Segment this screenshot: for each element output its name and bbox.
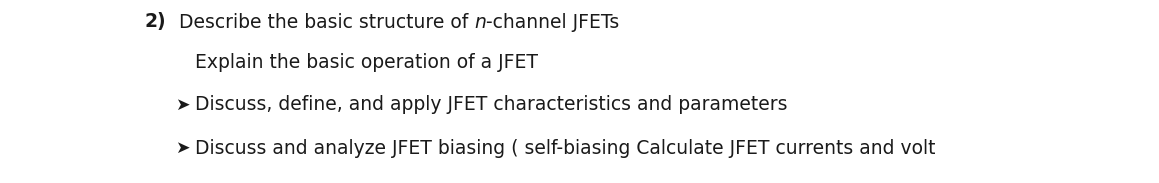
Text: n: n: [474, 12, 486, 31]
Text: ➤: ➤: [175, 96, 190, 114]
Text: -channel JFETs: -channel JFETs: [486, 12, 619, 31]
Text: Discuss, define, and apply JFET characteristics and parameters: Discuss, define, and apply JFET characte…: [195, 96, 787, 115]
Text: Describe the basic structure of: Describe the basic structure of: [167, 12, 474, 31]
Text: ➤: ➤: [175, 139, 190, 157]
Text: 2): 2): [145, 12, 167, 31]
Text: Discuss and analyze JFET biasing ( self-biasing Calculate JFET currents and volt: Discuss and analyze JFET biasing ( self-…: [195, 139, 935, 158]
Text: Explain the basic operation of a JFET: Explain the basic operation of a JFET: [195, 53, 538, 72]
